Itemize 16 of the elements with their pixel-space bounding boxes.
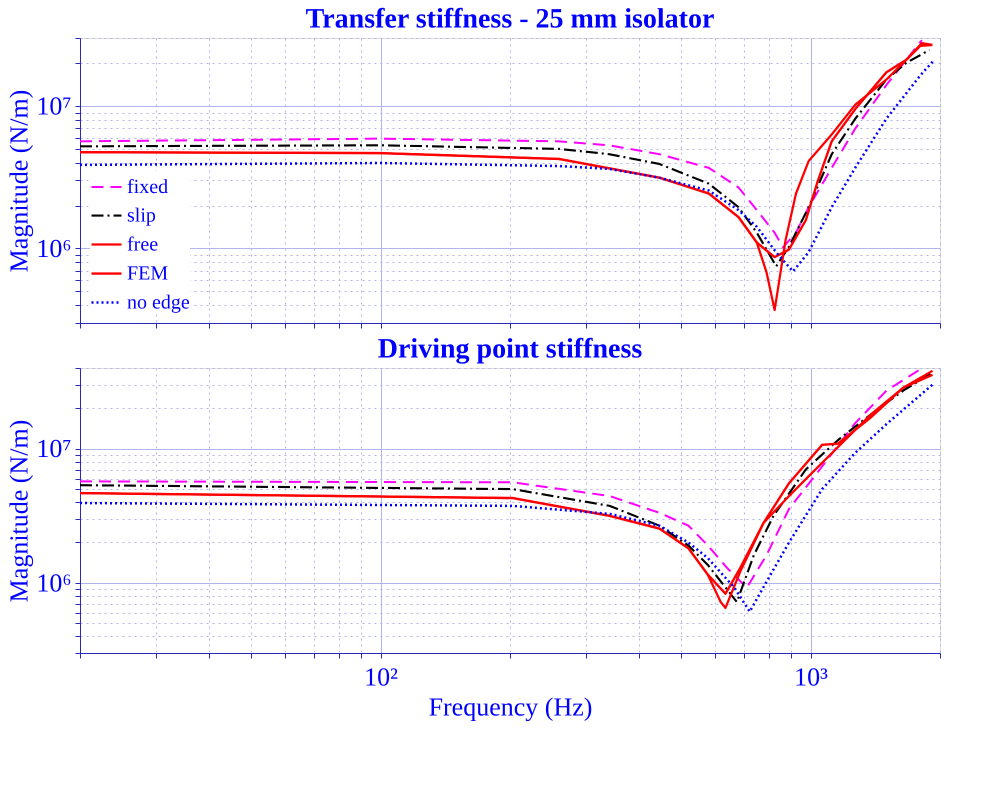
y-tick-label: 10⁶ (36, 234, 72, 263)
y-tick-label: 10⁶ (36, 568, 72, 598)
x-axis-title: Frequency (Hz) (428, 692, 592, 722)
legend-label: FEM (127, 262, 168, 284)
x-tick-label: 10² (364, 662, 398, 692)
x-tick-label: 10³ (794, 662, 828, 692)
y-axis-title: Magnitude (N/m) (4, 420, 34, 602)
legend-label: fixed (127, 176, 168, 198)
y-tick-label: 10⁷ (36, 434, 72, 464)
legend-label: free (127, 234, 158, 256)
legend-label: slip (127, 204, 156, 226)
chart-title: Driving point stiffness (378, 334, 642, 364)
legend-label: no edge (127, 292, 190, 314)
y-axis-title: Magnitude (N/m) (4, 90, 34, 272)
chart-title: Transfer stiffness - 25 mm isolator (306, 4, 714, 34)
y-tick-label: 10⁷ (36, 91, 72, 120)
